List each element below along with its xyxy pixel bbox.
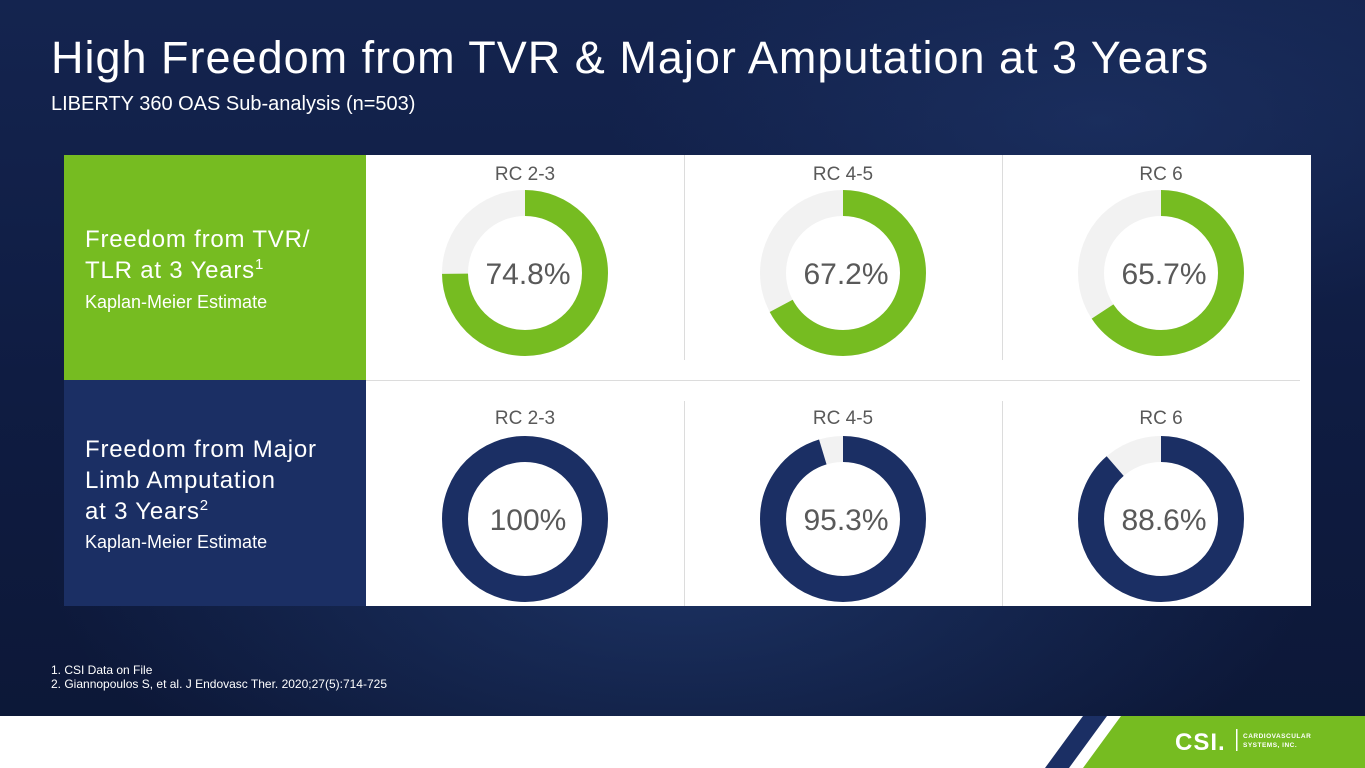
donut-value-label: 100% (490, 504, 567, 537)
logo-divider (1236, 729, 1238, 751)
donut-value-label: 95.3% (803, 504, 888, 537)
row-heading-line: Freedom from Major (85, 436, 317, 463)
footnote: 1. CSI Data on File (51, 663, 153, 677)
row-heading-line: Limb Amputation (85, 467, 276, 494)
row-label-amputation: Freedom from Major Limb Amputation at 3 … (64, 380, 366, 606)
donut-value-arc (1078, 190, 1244, 356)
donut-value-label: 88.6% (1121, 504, 1206, 537)
row-heading-line: at 3 Years (85, 498, 200, 525)
column-divider (684, 155, 685, 360)
footnote-ref: 2 (199, 497, 209, 514)
logo-blue-stripe (1045, 716, 1107, 768)
donut-value-label: 74.8% (485, 258, 570, 291)
donut-category-label: RC 4-5 (813, 164, 873, 185)
row-heading-amputation: Freedom from Major Limb Amputation at 3 … (85, 434, 317, 527)
csi-logo: CSI. CARDIOVASCULAR SYSTEMS, INC. (1045, 716, 1365, 768)
footnote: 2. Giannopoulos S, et al. J Endovasc The… (51, 677, 387, 691)
donut-value-label: 65.7% (1121, 258, 1206, 291)
row-label-tvr: Freedom from TVR/ TLR at 3 Years1 Kaplan… (64, 155, 366, 380)
row-heading-line: TLR at 3 Years (85, 257, 255, 284)
column-divider (684, 401, 685, 606)
donut-value-arc (442, 190, 608, 356)
column-divider (1002, 401, 1003, 606)
column-divider (1002, 155, 1003, 360)
row-heading-tvr: Freedom from TVR/ TLR at 3 Years1 (85, 224, 310, 286)
row-divider (366, 380, 1300, 381)
donut-value-arc (442, 436, 608, 602)
donut-category-label: RC 6 (1139, 408, 1182, 429)
slide-subtitle: LIBERTY 360 OAS Sub-analysis (n=503) (51, 93, 416, 115)
row-heading-line: Freedom from TVR/ (85, 226, 311, 253)
donut-value-arc (760, 436, 926, 602)
logo-green-band (1083, 716, 1365, 768)
footnote-ref: 1 (254, 256, 265, 273)
footnotes: 1. CSI Data on File 2. Giannopoulos S, e… (51, 663, 387, 691)
logo-tagline: CARDIOVASCULAR (1243, 733, 1311, 740)
donut-category-label: RC 2-3 (495, 408, 555, 429)
donut-value-arc (760, 190, 926, 356)
row-subheading-tvr: Kaplan-Meier Estimate (85, 292, 268, 312)
donut-category-label: RC 6 (1139, 164, 1182, 185)
row-subheading-amputation: Kaplan-Meier Estimate (85, 532, 268, 552)
donut-category-label: RC 2-3 (495, 164, 555, 185)
donut-category-label: RC 4-5 (813, 408, 873, 429)
logo-tagline: SYSTEMS, INC. (1243, 742, 1297, 749)
donut-value-label: 67.2% (803, 258, 888, 291)
donut-value-arc (1078, 436, 1244, 602)
logo-wordmark: CSI. (1175, 729, 1226, 756)
slide-title: High Freedom from TVR & Major Amputation… (51, 32, 1210, 83)
